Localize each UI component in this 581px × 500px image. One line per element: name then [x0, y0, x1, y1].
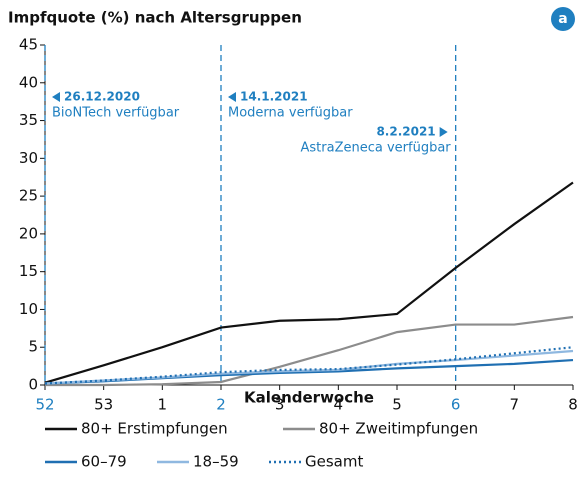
y-tick-label: 0: [28, 376, 38, 394]
marker-arrow: [52, 92, 60, 102]
x-tick-label: 53: [94, 396, 113, 414]
chart-title: Impfquote (%) nach Altersgruppen: [8, 9, 302, 27]
x-tick-label: 7: [510, 396, 520, 414]
legend-label: 80+ Zweitimpfungen: [319, 420, 478, 438]
x-tick-label: 8: [568, 396, 578, 414]
badge-circle: [551, 7, 575, 31]
x-tick-label: 6: [451, 396, 461, 414]
y-tick-label: 20: [19, 224, 38, 242]
y-tick-label: 35: [19, 111, 38, 129]
series-line: [44, 346, 574, 385]
y-tick-label: 30: [19, 149, 38, 167]
x-axis-label: Kalenderwoche: [244, 389, 374, 407]
legend-label: Gesamt: [305, 453, 363, 471]
y-tick-label: 40: [19, 73, 38, 91]
marker-date: 8.2.2021: [376, 125, 435, 139]
series-line: [44, 349, 574, 385]
marker-text: BioNTech verfügbar: [52, 106, 180, 121]
x-tick-label: 4: [334, 396, 344, 414]
legend-label: 18–59: [193, 453, 239, 471]
x-tick-label: 1: [158, 396, 168, 414]
series-line: [45, 315, 574, 387]
x-tick-label: 52: [35, 396, 54, 414]
y-tick-label: 10: [19, 300, 38, 318]
marker-text: AstraZeneca verfügbar: [301, 141, 452, 156]
y-tick-label: 25: [19, 187, 38, 205]
x-tick-label: 5: [392, 396, 402, 414]
marker-date: 26.12.2020: [64, 90, 140, 104]
y-tick-label: 5: [28, 338, 38, 356]
y-tick-label: 45: [19, 36, 38, 54]
marker-text: Moderna verfügbar: [228, 106, 353, 121]
x-tick-label: 2: [216, 396, 226, 414]
marker-arrow: [228, 92, 236, 102]
x-tick-label: 3: [275, 396, 285, 414]
series-line: [44, 181, 574, 384]
legend-label: 80+ Erstimpfungen: [81, 420, 228, 438]
marker-arrow: [439, 127, 448, 137]
badge: a: [558, 11, 567, 27]
marker-date: 14.1.2021: [240, 90, 308, 104]
legend-label: 60–79: [81, 453, 127, 471]
y-tick-label: 15: [19, 262, 38, 280]
